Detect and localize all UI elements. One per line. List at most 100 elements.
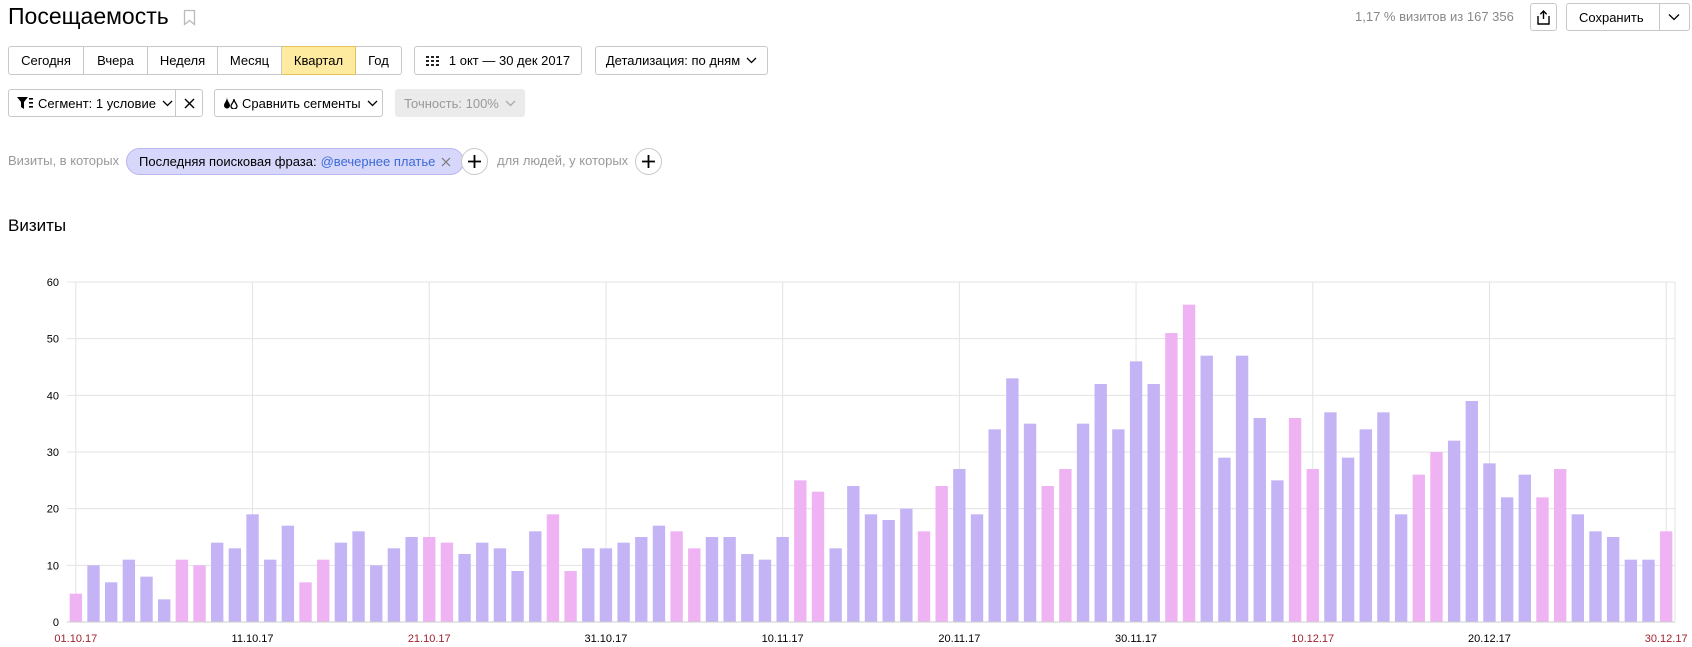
chart-bar[interactable] [387,548,401,622]
chart-bar[interactable] [635,537,648,622]
chart-bar[interactable] [953,469,966,622]
period-tab[interactable]: Сегодня [8,46,84,75]
chart-bar[interactable] [1235,355,1249,622]
chart-bar[interactable] [511,571,524,622]
chart-bar[interactable] [1659,531,1673,622]
chart-bar[interactable] [688,548,701,622]
chart-bar[interactable] [1218,457,1231,622]
chart-bar[interactable] [1447,440,1461,622]
chart-bar[interactable] [741,554,754,622]
chart-bar[interactable] [370,565,383,622]
chart-bar[interactable] [723,537,736,622]
chart-bar[interactable] [705,537,719,622]
chart-bar[interactable] [1642,559,1655,622]
chart-bar[interactable] [1324,412,1337,622]
chart-bar[interactable] [970,514,984,622]
chart-bar[interactable] [493,548,507,622]
chart-bar[interactable] [1377,412,1390,622]
chart-bar[interactable] [617,542,630,622]
chart-bar[interactable] [599,548,613,622]
add-people-condition-button[interactable] [635,148,662,175]
chart-bar[interactable] [1500,497,1514,622]
chart-bar[interactable] [1606,537,1620,622]
chart-bar[interactable] [882,520,895,622]
chart-bar[interactable] [1465,401,1478,622]
chart-bar[interactable] [1589,531,1602,622]
chart-bar[interactable] [281,525,295,622]
chart-bar[interactable] [122,559,136,622]
chart-bar[interactable] [211,542,224,622]
chart-bar[interactable] [935,486,948,622]
period-tab[interactable]: Вчера [84,46,148,75]
chart-bar[interactable] [1624,559,1638,622]
save-button[interactable]: Сохранить [1566,3,1690,31]
chart-bar[interactable] [1430,452,1443,622]
chart-bar[interactable] [758,559,772,622]
chart-bar[interactable] [69,593,83,622]
compare-segments-dropdown[interactable]: Сравнить сегменты [214,89,383,117]
chart-bar[interactable] [847,486,860,622]
chart-bar[interactable] [352,531,365,622]
chart-bar[interactable] [864,514,878,622]
segment-dropdown[interactable]: Сегмент: 1 условие [8,89,176,117]
chart-bar[interactable] [1306,469,1319,622]
detail-dropdown[interactable]: Детализация: по дням [595,46,768,75]
chart-bar[interactable] [476,542,489,622]
chart-bar[interactable] [246,514,259,622]
chart-bar[interactable] [1553,469,1567,622]
chart-bar[interactable] [1518,474,1531,622]
chart-bar[interactable] [1571,514,1584,622]
chart-bar[interactable] [829,548,842,622]
segment-clear-button[interactable] [175,89,203,117]
chart-bar[interactable] [546,514,560,622]
chart-bar[interactable] [1059,469,1072,622]
chart-bar[interactable] [228,548,242,622]
period-tab[interactable]: Месяц [218,46,282,75]
chart-bar[interactable] [1200,355,1213,622]
chart-bar[interactable] [193,565,206,622]
add-visit-condition-button[interactable] [461,148,488,175]
chart-bar[interactable] [1182,304,1196,622]
chart-bar[interactable] [87,565,100,622]
chart-bar[interactable] [1288,418,1302,622]
chart-bar[interactable] [582,548,595,622]
chart-bar[interactable] [776,537,789,622]
chart-bar[interactable] [104,582,118,622]
chart-bar[interactable] [440,542,454,622]
chart-bar[interactable] [264,559,277,622]
chart-bar[interactable] [811,491,825,622]
chart-bar[interactable] [1483,463,1496,622]
chart-bar[interactable] [405,537,418,622]
chart-bar[interactable] [299,582,312,622]
chart-bar[interactable] [317,559,330,622]
chart-bar[interactable] [900,508,913,622]
chart-bar[interactable] [1112,429,1125,622]
chart-bar[interactable] [158,599,171,622]
chart-bar[interactable] [423,537,436,622]
chart-bar[interactable] [1394,514,1408,622]
chart-bar[interactable] [140,576,153,622]
chart-bar[interactable] [988,429,1001,622]
chart-bar[interactable] [529,531,542,622]
chart-bar[interactable] [458,554,471,622]
accuracy-dropdown[interactable]: Точность: 100% [395,89,525,117]
chart-bar[interactable] [1165,333,1178,622]
chart-bar[interactable] [1271,480,1284,622]
chart-bar[interactable] [1076,423,1090,622]
chart-bar[interactable] [334,542,348,622]
chart-bar[interactable] [1359,429,1372,622]
chart-bar[interactable] [1147,384,1160,622]
share-button[interactable] [1530,3,1557,31]
filter-chip-value[interactable]: @вечернее платье [320,154,436,169]
chevron-down-icon[interactable] [1668,13,1680,21]
close-icon[interactable] [441,157,451,167]
chart-bar[interactable] [670,531,683,622]
chart-bar[interactable] [1129,361,1143,622]
chart-bar[interactable] [652,525,666,622]
chart-bar[interactable] [794,480,807,622]
chart-bar[interactable] [564,571,577,622]
chart-bar[interactable] [1006,378,1019,622]
chart-bar[interactable] [1094,384,1107,622]
chart-bar[interactable] [1253,418,1266,622]
chart-bar[interactable] [1041,486,1054,622]
